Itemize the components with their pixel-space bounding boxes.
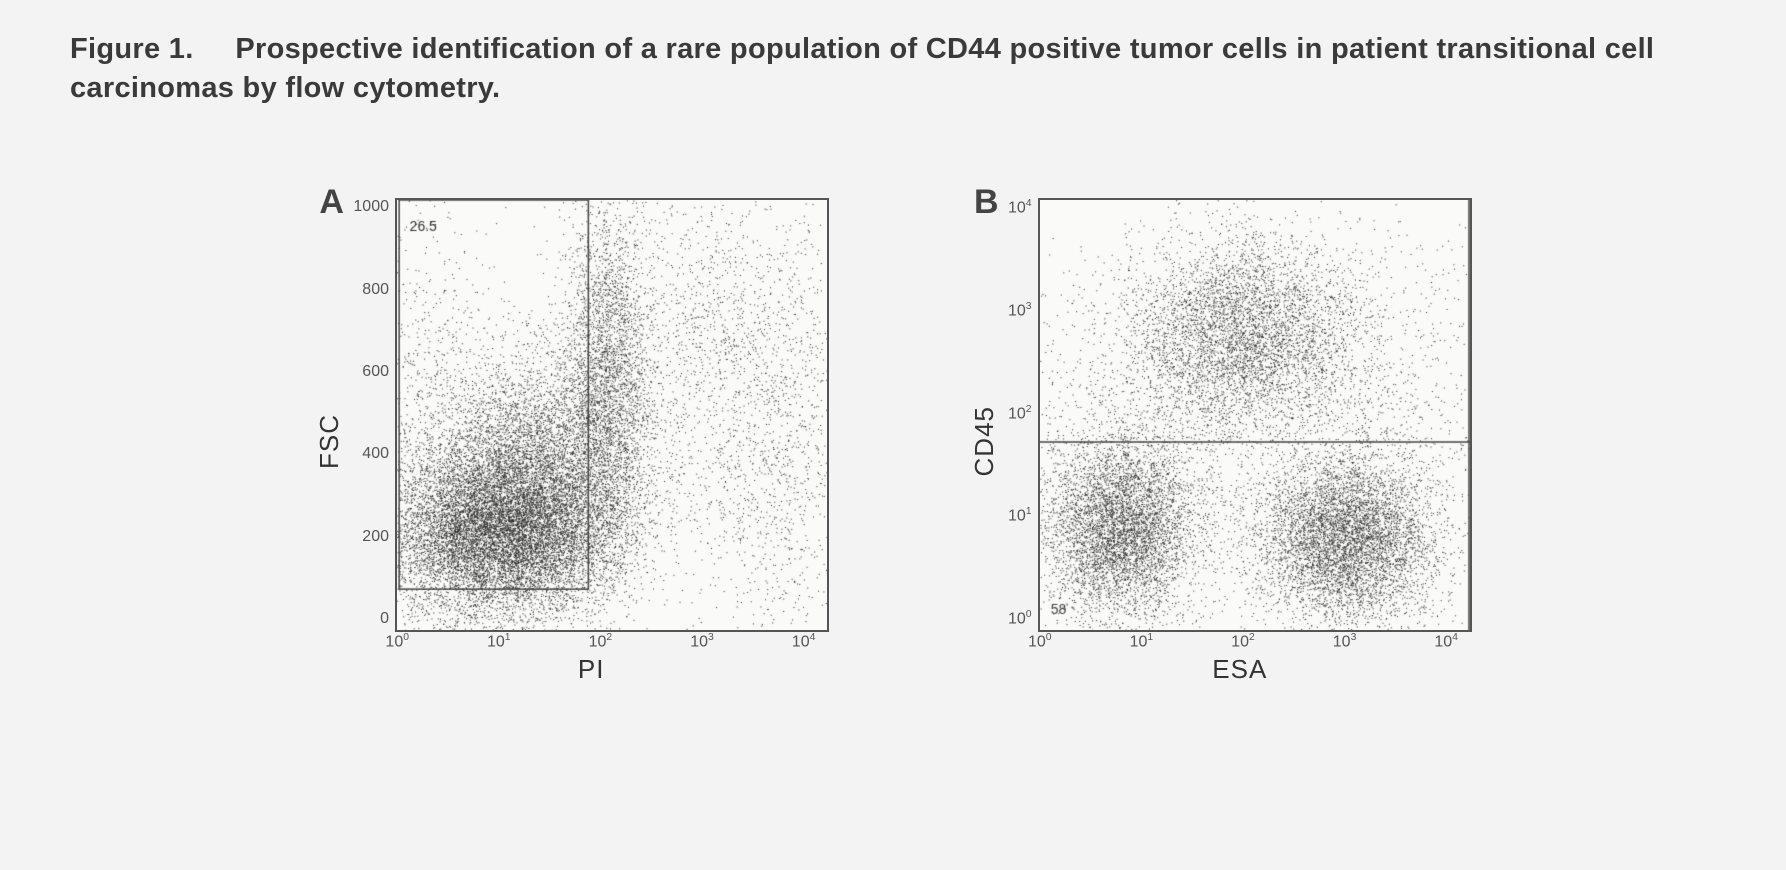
panel-b-xlabel: ESA bbox=[1212, 654, 1267, 685]
panel-a-xlabel: PI bbox=[578, 654, 605, 685]
panel-a-yticks: 10008006004002000 bbox=[353, 198, 395, 628]
panel-a-ylabel: FSC bbox=[314, 414, 345, 469]
figure-label: Figure 1. bbox=[70, 33, 194, 65]
panel-a-xticks: 100101102103104 bbox=[397, 632, 827, 651]
panel-b-yticks: 104103102101100 bbox=[1008, 198, 1038, 628]
panel-a: A FSC 10008006004002000 100101102103104 … bbox=[314, 198, 829, 684]
figure-caption-text: Prospective identification of a rare pop… bbox=[70, 33, 1654, 104]
panel-b-ylabel: CD45 bbox=[969, 406, 1000, 476]
panel-b-xticks: 100101102103104 bbox=[1040, 632, 1470, 651]
panel-b: B CD45 104103102101100 100101102103104 E… bbox=[969, 198, 1472, 684]
panel-a-scatter bbox=[395, 198, 829, 632]
panel-b-scatter bbox=[1038, 198, 1472, 632]
figure-caption: Figure 1. Prospective identification of … bbox=[70, 30, 1716, 108]
panels-row: A FSC 10008006004002000 100101102103104 … bbox=[70, 198, 1716, 684]
